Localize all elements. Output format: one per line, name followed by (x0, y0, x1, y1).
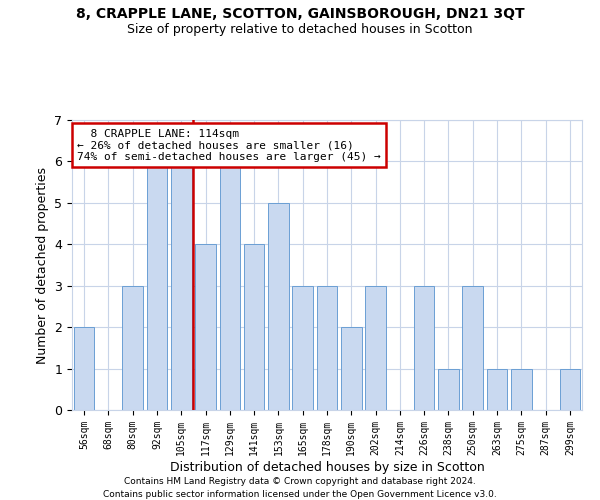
Bar (341, 327, 362, 410)
Bar (244, 244, 265, 410)
Bar (74, 327, 94, 410)
Bar (122, 286, 143, 410)
Bar (463, 286, 483, 410)
Bar (511, 368, 532, 410)
Bar (195, 244, 216, 410)
Bar (365, 286, 386, 410)
Bar (220, 162, 240, 410)
Text: Contains HM Land Registry data © Crown copyright and database right 2024.: Contains HM Land Registry data © Crown c… (124, 478, 476, 486)
Bar (438, 368, 459, 410)
Bar (292, 286, 313, 410)
Bar (317, 286, 337, 410)
Bar (487, 368, 508, 410)
Bar (268, 203, 289, 410)
Text: Contains public sector information licensed under the Open Government Licence v3: Contains public sector information licen… (103, 490, 497, 499)
Text: 8, CRAPPLE LANE, SCOTTON, GAINSBOROUGH, DN21 3QT: 8, CRAPPLE LANE, SCOTTON, GAINSBOROUGH, … (76, 8, 524, 22)
Bar (171, 162, 191, 410)
Bar (146, 162, 167, 410)
Y-axis label: Number of detached properties: Number of detached properties (36, 166, 49, 364)
Bar (414, 286, 434, 410)
X-axis label: Distribution of detached houses by size in Scotton: Distribution of detached houses by size … (170, 460, 484, 473)
Text: 8 CRAPPLE LANE: 114sqm  
← 26% of detached houses are smaller (16)
74% of semi-d: 8 CRAPPLE LANE: 114sqm ← 26% of detached… (77, 128, 381, 162)
Text: Size of property relative to detached houses in Scotton: Size of property relative to detached ho… (127, 22, 473, 36)
Bar (560, 368, 580, 410)
